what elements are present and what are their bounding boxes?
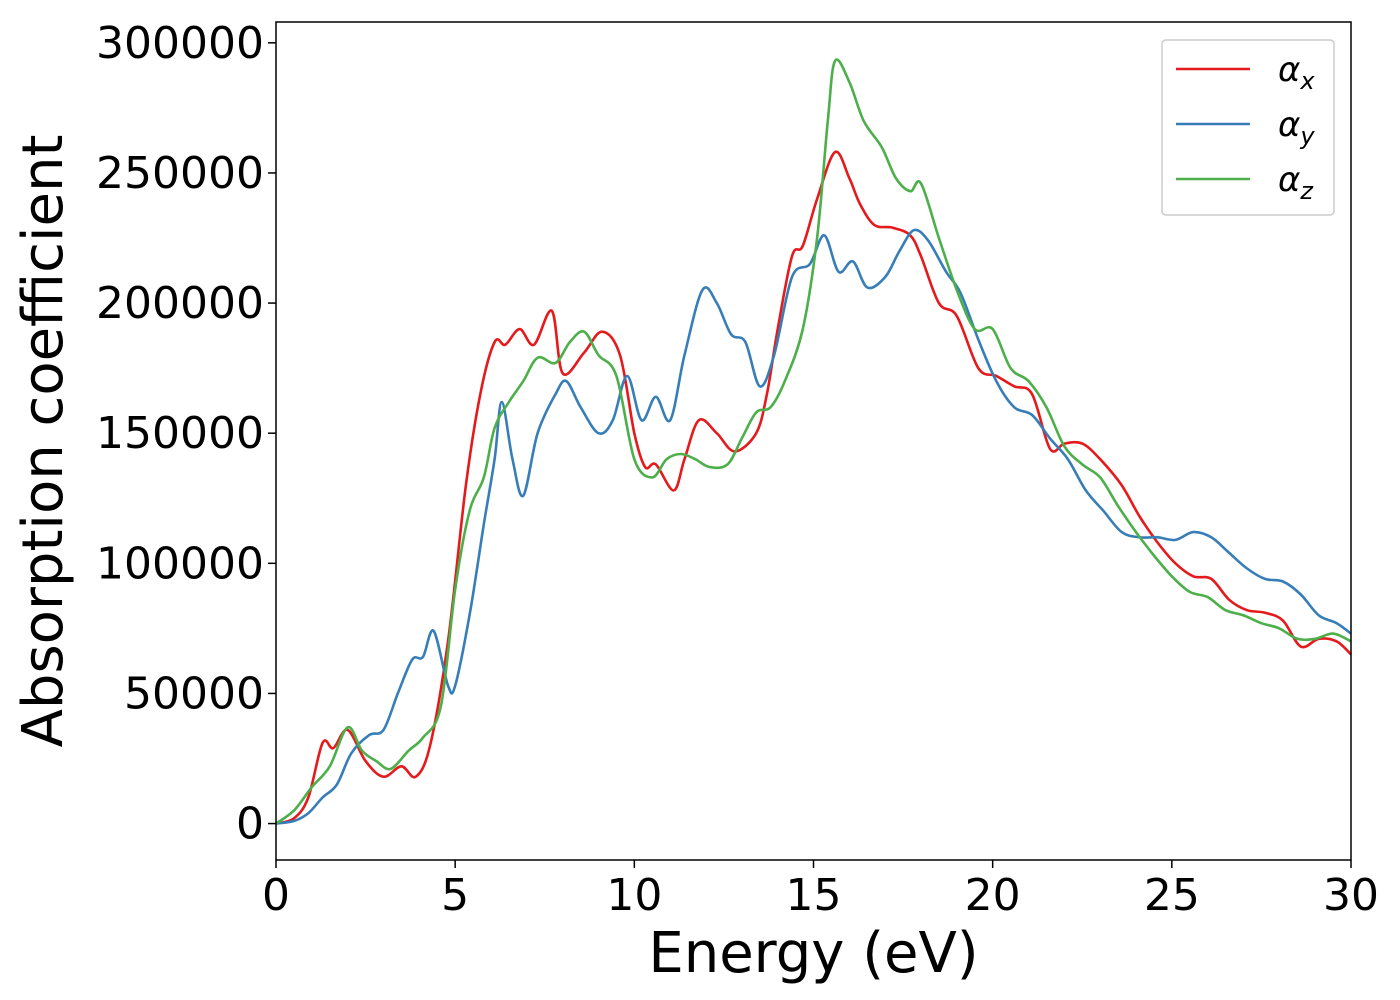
- x-axis-label: Energy (eV): [648, 921, 978, 986]
- y-axis-label: Absorption coefficient: [11, 135, 76, 748]
- x-tick-label: 5: [441, 870, 469, 921]
- series-line-y: [275, 228, 1352, 825]
- y-tick-label: 50000: [124, 668, 264, 719]
- x-tick-label: 0: [262, 870, 290, 921]
- x-tick-label: 10: [606, 870, 662, 921]
- y-tick-label: 100000: [96, 538, 264, 589]
- x-tick-label: 20: [965, 870, 1021, 921]
- legend-label-z: αz: [1278, 160, 1314, 205]
- y-axis: 0 50000 100000 150000 200000 250000 300000: [96, 18, 276, 850]
- x-tick-label: 30: [1323, 870, 1379, 921]
- y-tick-label: 0: [236, 799, 264, 850]
- series-layer: [275, 58, 1352, 825]
- y-tick-label: 250000: [96, 148, 264, 199]
- x-axis: 0 5 10 15 20 25 30: [262, 860, 1379, 921]
- y-tick-label: 200000: [96, 278, 264, 329]
- x-tick-label: 15: [786, 870, 842, 921]
- x-tick-label: 25: [1144, 870, 1200, 921]
- series-line-z: [275, 58, 1352, 825]
- series-line-x: [275, 150, 1352, 825]
- legend-box: [1161, 39, 1335, 216]
- legend-label-x: αx: [1278, 50, 1315, 95]
- legend-label-y: αy: [1278, 105, 1315, 150]
- y-tick-label: 300000: [96, 18, 264, 69]
- legend: αx αy αz: [1161, 39, 1335, 216]
- y-tick-label: 150000: [96, 408, 264, 459]
